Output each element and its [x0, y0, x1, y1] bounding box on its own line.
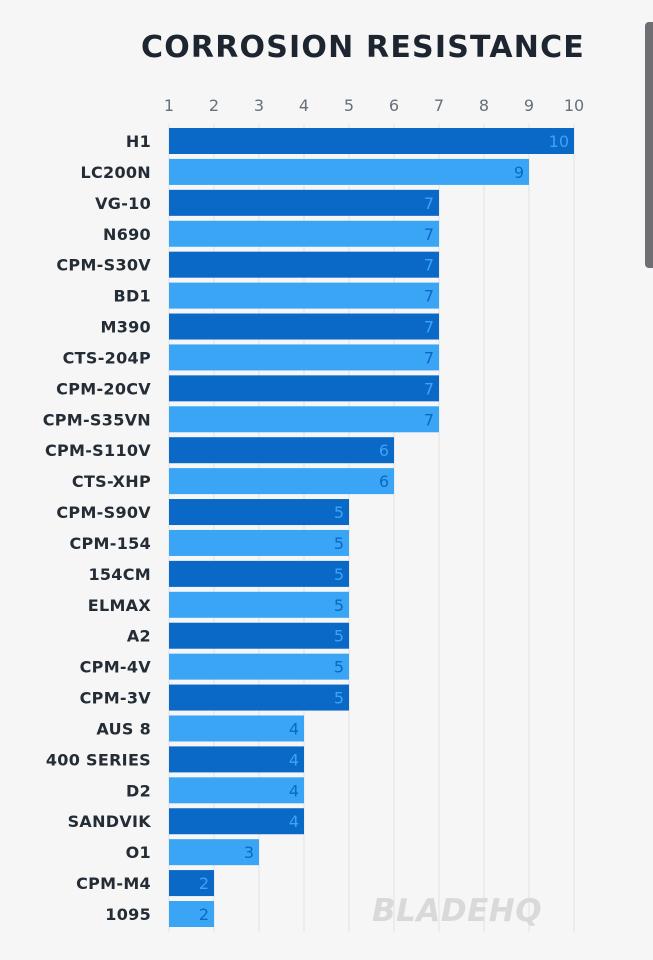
x-tick-label: 6: [389, 96, 399, 115]
bar: [169, 746, 304, 773]
data-label: 7: [424, 225, 434, 244]
category-label: CPM-M4: [76, 874, 151, 893]
category-label: LC200N: [80, 163, 151, 182]
category-label: A2: [127, 627, 151, 646]
data-label: 4: [289, 812, 299, 831]
category-label: VG-10: [95, 194, 151, 213]
bar: [169, 468, 394, 495]
data-label: 4: [289, 719, 299, 738]
watermark-logo: BLADEHQ: [372, 893, 543, 929]
data-label: 5: [334, 658, 344, 677]
x-tick-label: 3: [254, 96, 264, 115]
bar: [169, 901, 214, 927]
data-label: 6: [379, 472, 389, 491]
category-label: CPM-S35VN: [43, 410, 151, 429]
category-label: 400 SERIES: [46, 750, 151, 769]
bar: [169, 344, 439, 371]
category-label: CPM-S90V: [56, 503, 151, 522]
data-label: 9: [514, 163, 524, 182]
data-label: 2: [199, 874, 209, 893]
scroll-indicator[interactable]: [645, 22, 653, 268]
category-label: SANDVIK: [68, 812, 152, 831]
data-label: 6: [379, 441, 389, 460]
bar: [169, 684, 349, 711]
x-tick-label: 7: [434, 96, 444, 115]
category-label: N690: [103, 225, 151, 244]
bar: [169, 499, 349, 526]
data-label: 5: [334, 534, 344, 553]
bar: [169, 251, 439, 278]
bar: [169, 406, 439, 433]
data-label: 7: [424, 348, 434, 367]
data-label: 2: [199, 905, 209, 924]
data-label: 7: [424, 410, 434, 429]
data-label: 5: [334, 565, 344, 584]
x-tick-label: 8: [479, 96, 489, 115]
data-label: 7: [424, 287, 434, 306]
category-label: AUS 8: [96, 719, 151, 738]
bar: [169, 777, 304, 804]
bar: [169, 313, 439, 340]
category-label: CPM-S110V: [45, 441, 151, 460]
x-tick-label: 9: [524, 96, 534, 115]
bar: [169, 808, 304, 835]
category-label: ELMAX: [88, 596, 152, 615]
category-label: D2: [126, 781, 151, 800]
data-label: 5: [334, 503, 344, 522]
bar: [169, 622, 349, 649]
data-label: 5: [334, 627, 344, 646]
bar: [169, 437, 394, 464]
category-label: CTS-XHP: [72, 472, 151, 491]
data-label: 7: [424, 318, 434, 337]
bar: [169, 220, 439, 247]
bar: [169, 839, 259, 866]
category-label: M390: [100, 318, 151, 337]
data-label: 7: [424, 256, 434, 275]
data-label: 5: [334, 596, 344, 615]
x-tick-label: 5: [344, 96, 354, 115]
data-label: 5: [334, 689, 344, 708]
data-label: 7: [424, 194, 434, 213]
category-label: CPM-20CV: [56, 379, 151, 398]
bar: [169, 158, 529, 185]
category-label: CPM-3V: [80, 689, 152, 708]
data-label: 4: [289, 750, 299, 769]
x-tick-label: 4: [299, 96, 309, 115]
category-label: 154CM: [88, 565, 151, 584]
bar: [169, 653, 349, 680]
data-label: 4: [289, 781, 299, 800]
category-label: O1: [126, 843, 151, 862]
bar: [169, 591, 349, 618]
category-label: H1: [126, 132, 151, 151]
category-label: BD1: [113, 287, 151, 306]
bar: [169, 715, 304, 742]
data-label: 10: [549, 132, 569, 151]
category-label: 1095: [105, 905, 151, 924]
x-tick-label: 1: [164, 96, 174, 115]
chart-title: CORROSION RESISTANCE: [141, 30, 585, 65]
bar: [169, 529, 349, 556]
x-tick-label: 2: [209, 96, 219, 115]
data-label: 7: [424, 379, 434, 398]
x-tick-label: 10: [564, 96, 584, 115]
bar: [169, 282, 439, 309]
bar: [169, 375, 439, 402]
category-label: CPM-S30V: [56, 256, 151, 275]
data-label: 3: [244, 843, 254, 862]
bar: [169, 128, 574, 154]
bar: [169, 870, 214, 897]
bar: [169, 560, 349, 587]
category-label: CTS-204P: [63, 348, 151, 367]
bar: [169, 189, 439, 216]
category-label: CPM-4V: [80, 658, 152, 677]
category-label: CPM-154: [69, 534, 151, 553]
